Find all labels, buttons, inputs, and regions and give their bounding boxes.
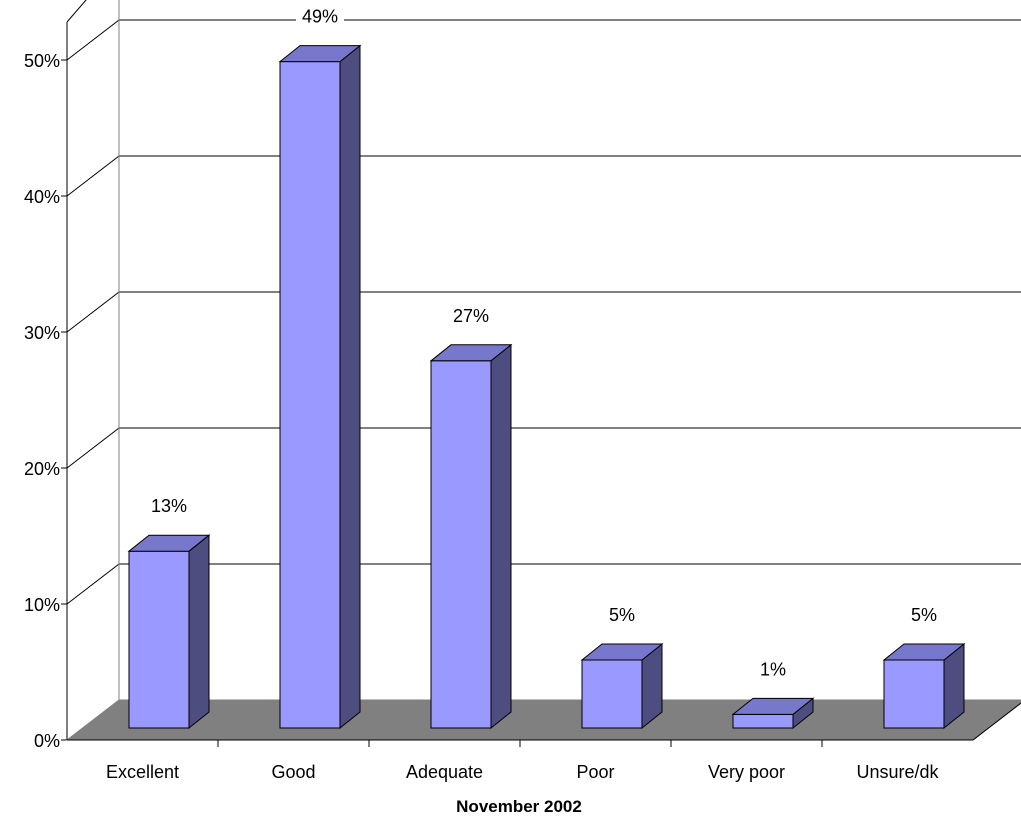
data-label: 13% xyxy=(151,496,187,516)
bar-top xyxy=(580,643,664,661)
y-tick-label: 30% xyxy=(24,323,60,343)
data-label: 5% xyxy=(609,605,635,625)
bar-front xyxy=(732,713,794,729)
side-gridline-top xyxy=(66,0,87,23)
data-label-bg xyxy=(598,605,646,626)
data-label-bg xyxy=(296,6,344,28)
side-gridline xyxy=(66,291,120,333)
bar-top xyxy=(731,697,815,715)
bar-side xyxy=(339,44,361,730)
bar-top xyxy=(882,643,966,661)
data-label: 27% xyxy=(453,306,489,326)
x-tick-label: Poor xyxy=(576,762,614,782)
bar-front xyxy=(430,360,492,729)
bar-front xyxy=(128,550,190,729)
y-tick-label: 0% xyxy=(34,731,60,751)
data-label: 1% xyxy=(760,659,786,679)
x-tick-label: Adequate xyxy=(406,762,483,782)
y-tick-label: 20% xyxy=(24,459,60,479)
bar-front xyxy=(581,659,643,729)
side-gridline xyxy=(66,19,120,61)
y-tick-label: 50% xyxy=(24,51,60,71)
data-label-bg xyxy=(749,659,797,681)
bar-side xyxy=(188,534,210,730)
bar-top xyxy=(278,45,362,63)
bar-front xyxy=(279,61,341,729)
bar-front xyxy=(883,659,945,729)
data-label: 5% xyxy=(911,605,937,625)
data-label-bg xyxy=(145,496,193,518)
chart-floor xyxy=(65,699,1021,741)
data-label: 49% xyxy=(302,7,338,27)
y-tick-label: 10% xyxy=(24,595,60,615)
x-tick-label: Unsure/dk xyxy=(856,762,939,782)
x-tick-label: Very poor xyxy=(708,762,785,782)
chart-labels: 0% 10% 20% 30% 40% 50% 13% Excellent 49% Good 27% A… xyxy=(24,6,948,782)
chart-grid xyxy=(66,0,1021,605)
data-label-bg xyxy=(900,605,948,626)
side-gridline xyxy=(66,427,120,469)
bar-side xyxy=(490,343,512,730)
x-axis-title: November 2002 xyxy=(456,797,582,816)
bar-top xyxy=(429,344,513,362)
data-label-bg xyxy=(447,305,495,327)
x-axis-depth xyxy=(972,702,1021,741)
x-tick-label: Excellent xyxy=(106,762,179,782)
x-tick-label: Good xyxy=(271,762,315,782)
bar-top xyxy=(127,534,211,552)
y-tick-label: 40% xyxy=(24,187,60,207)
side-gridline xyxy=(66,563,120,605)
side-gridline xyxy=(66,155,120,197)
chart-bars xyxy=(127,44,966,730)
